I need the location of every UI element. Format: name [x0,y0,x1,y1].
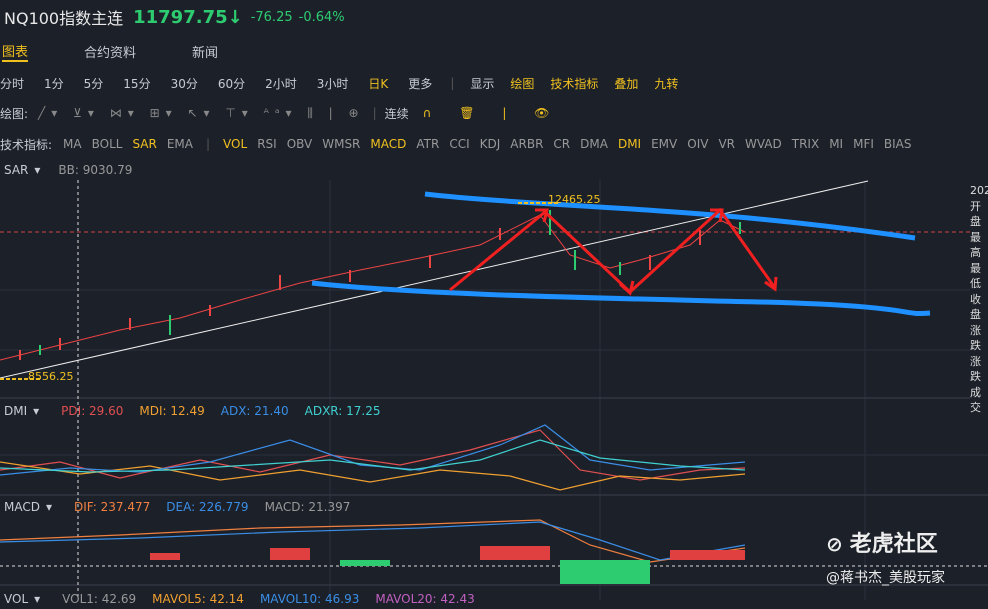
main-legend: SAR ▾ BB: 9030.79 [4,163,133,177]
period[interactable]: 日K [368,76,389,91]
dmi-name[interactable]: DMI [4,404,28,418]
indicator[interactable]: MACD [370,137,407,151]
candles [19,228,701,360]
indicator[interactable]: OIV [687,137,709,151]
indicator[interactable]: RSI [257,137,277,151]
indicator[interactable]: VOL [223,137,248,151]
period[interactable]: 2小时 [265,76,297,91]
tabs: 图表 合约资料 新闻 [0,38,246,64]
tab[interactable]: 合约资料 [84,45,137,61]
period[interactable]: 30分 [170,76,198,91]
indicator[interactable]: WMSR [322,137,361,151]
period[interactable]: 分时 [0,76,25,91]
indicator[interactable]: BIAS [883,137,912,151]
draw-label: 绘图: [0,106,29,121]
tab[interactable]: 图表 [2,41,29,62]
tab[interactable]: 新闻 [192,45,219,61]
high-label: 12465.25 [548,193,601,206]
indicator[interactable]: DMI [617,137,642,151]
indicator[interactable]: TRIX [791,137,820,151]
main-name[interactable]: SAR [4,163,29,177]
change-pct: -0.64% [298,9,345,25]
indicator[interactable]: CCI [449,137,470,151]
watermark-author: @蒋书杰_美股玩家 [826,570,945,586]
dmi-value: PDI: 29.60 [61,404,124,418]
macd-value: DIF: 237.477 [74,500,151,514]
grid [0,180,988,600]
dmi-value: ADX: 21.40 [220,404,289,418]
indicator-label: 技术指标: [0,137,53,152]
macd-legend: MACD ▾ DIF: 237.477 DEA: 226.779 MACD: 21.39… [4,500,351,514]
symbol: NQ100指数主连 [4,9,124,28]
period[interactable]: 1分 [44,76,64,91]
vol-value: MAVOL20: 42.43 [375,592,475,606]
tool[interactable]: 叠加 [614,76,639,91]
info-item: 开盘 [970,199,981,229]
indicator[interactable]: ARBR [510,137,544,151]
info-item: 涨跌 [970,323,981,353]
indicator[interactable]: VR [718,137,735,151]
header: NQ100指数主连 11797.75↓ -76.25 -0.64% [0,4,345,30]
vol-name[interactable]: VOL [4,592,29,606]
low-label: 8556.25 [28,370,74,383]
period[interactable]: 3小时 [316,76,349,91]
tool-icons[interactable]: ∩ 🗑 | 👁 [422,106,562,120]
price: 11797.75↓ [133,6,243,28]
info-item: 涨跌 [970,354,981,384]
indicator[interactable]: EMA [166,137,193,151]
period-bar: 分时 1分 5分 15分 30分 60分 2小时 3小时 日K 更多 | 显示 绘图 技术指标 叠加 九转 [0,76,679,91]
dmi-value: ADXR: 17.25 [304,404,381,418]
info-item: 最高 [970,230,981,260]
draw-icons[interactable]: ╱▾ ⊻▾ ⋈▾ ⊞▾ ↖▾ ⊤▾ ᴬᵃ▾ ⫼ | ⊕ [38,105,365,120]
tool[interactable]: 显示 [470,76,495,91]
indicator[interactable]: OBV [286,137,313,151]
tool[interactable]: 绘图 [510,76,535,91]
continuous[interactable]: 连续 [384,106,409,121]
period[interactable]: 更多 [408,76,433,91]
indicator[interactable]: WVAD [745,137,782,151]
dmi-value: MDI: 12.49 [139,404,205,418]
info-box: 202 开盘 最高 最低 收盘 涨跌 涨跌 成交 [970,183,988,416]
indicator[interactable]: EMV [651,137,678,151]
info-item: 最低 [970,261,981,291]
indicator[interactable]: DMA [580,137,608,151]
period[interactable]: 15分 [123,76,151,91]
change: -76.25 [250,9,293,25]
indicator[interactable]: BOLL [91,137,123,151]
indicator-bar: 技术指标: MA BOLL SAR EMA | VOL RSI OBV WMSR MACD ATR CC… [0,137,912,152]
tool[interactable]: 技术指标 [550,76,599,91]
period[interactable]: 5分 [83,76,104,91]
dmi-legend: DMI ▾ PDI: 29.60 MDI: 12.49 ADX: 21.40 ADXR: … [4,404,381,418]
period[interactable]: 60分 [217,76,246,91]
macd-value: DEA: 226.779 [166,500,249,514]
vol-value: VOL1: 42.69 [62,592,137,606]
macd-value: MACD: 21.397 [264,500,351,514]
vol-value: MAVOL10: 46.93 [259,592,360,606]
vol-legend: VOL ▾ VOL1: 42.69 MAVOL5: 42.14 MAVOL10: 46.… [4,592,475,606]
indicator[interactable]: MFI [853,137,874,151]
tool[interactable]: 九转 [654,76,679,91]
info-item: 202 [970,184,988,197]
indicator[interactable]: MA [63,137,82,151]
vol-value: MAVOL5: 42.14 [152,592,244,606]
indicator[interactable]: ATR [416,137,440,151]
indicator[interactable]: MI [829,137,844,151]
macd-name[interactable]: MACD [4,500,40,514]
brand: 老虎社区 [849,532,938,557]
bb: BB: 9030.79 [58,163,133,177]
indicator[interactable]: CR [553,137,571,151]
draw-toolbar: 绘图: ╱▾ ⊻▾ ⋈▾ ⊞▾ ↖▾ ⊤▾ ᴬᵃ▾ ⫼ | ⊕ | 连续 ∩ 🗑 … [0,105,562,121]
indicator[interactable]: SAR [132,137,157,151]
info-item: 成交 [970,385,981,415]
macd-bars [150,546,745,560]
watermark-brand: ⊘ 老虎社区 [826,532,938,557]
info-item: 收盘 [970,292,981,322]
indicator[interactable]: KDJ [479,137,501,151]
